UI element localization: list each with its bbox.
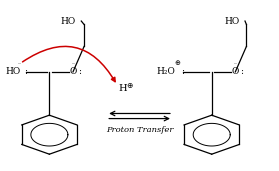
- Text: O: O: [69, 67, 77, 76]
- Text: HO: HO: [61, 17, 76, 25]
- Text: ··: ··: [233, 61, 237, 66]
- Text: H₂O: H₂O: [157, 67, 176, 76]
- Text: :: :: [240, 67, 243, 76]
- Text: HO: HO: [5, 67, 20, 76]
- Text: HO: HO: [224, 17, 239, 25]
- Text: :: :: [24, 67, 27, 76]
- Text: ⊕: ⊕: [174, 61, 180, 67]
- Text: O: O: [232, 67, 239, 76]
- Text: H: H: [119, 84, 127, 93]
- Text: :: :: [181, 67, 184, 76]
- Text: ··: ··: [17, 61, 21, 66]
- Text: ··: ··: [71, 61, 75, 66]
- Text: Proton Transfer: Proton Transfer: [106, 126, 173, 134]
- Text: :: :: [78, 67, 81, 76]
- FancyArrowPatch shape: [23, 46, 115, 82]
- Text: ⊕: ⊕: [127, 81, 133, 90]
